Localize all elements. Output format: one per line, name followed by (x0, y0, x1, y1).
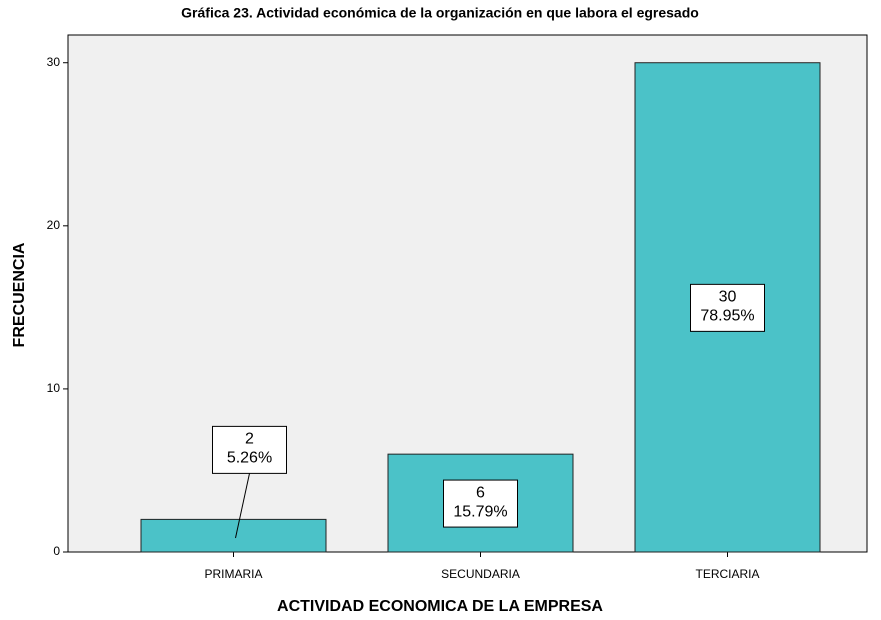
data-label: 2 (245, 431, 254, 448)
x-tick-label: SECUNDARIA (441, 567, 520, 581)
data-label-percent: 5.26% (227, 450, 272, 467)
y-tick-label: 10 (47, 381, 61, 395)
y-tick-label: 30 (47, 55, 61, 69)
data-label-box (212, 425, 287, 474)
chart-title: Gráfica 23. Actividad económica de la or… (181, 5, 699, 21)
data-label-percent: 15.79% (453, 503, 507, 520)
y-tick-label: 20 (47, 218, 61, 232)
data-label: 6 (476, 484, 485, 501)
bar (140, 518, 327, 553)
data-label-percent: 78.95% (700, 308, 754, 325)
data-label: 30 (719, 289, 737, 306)
y-axis-label: FRECUENCIA (11, 242, 28, 347)
x-tick-label: PRIMARIA (204, 567, 262, 581)
x-tick-label: TERCIARIA (695, 567, 759, 581)
data-label-box (690, 283, 765, 332)
data-label-box (443, 479, 518, 528)
x-axis-label: ACTIVIDAD ECONOMICA DE LA EMPRESA (277, 598, 603, 615)
label-leader (235, 473, 250, 539)
y-tick-label: 0 (53, 544, 60, 558)
